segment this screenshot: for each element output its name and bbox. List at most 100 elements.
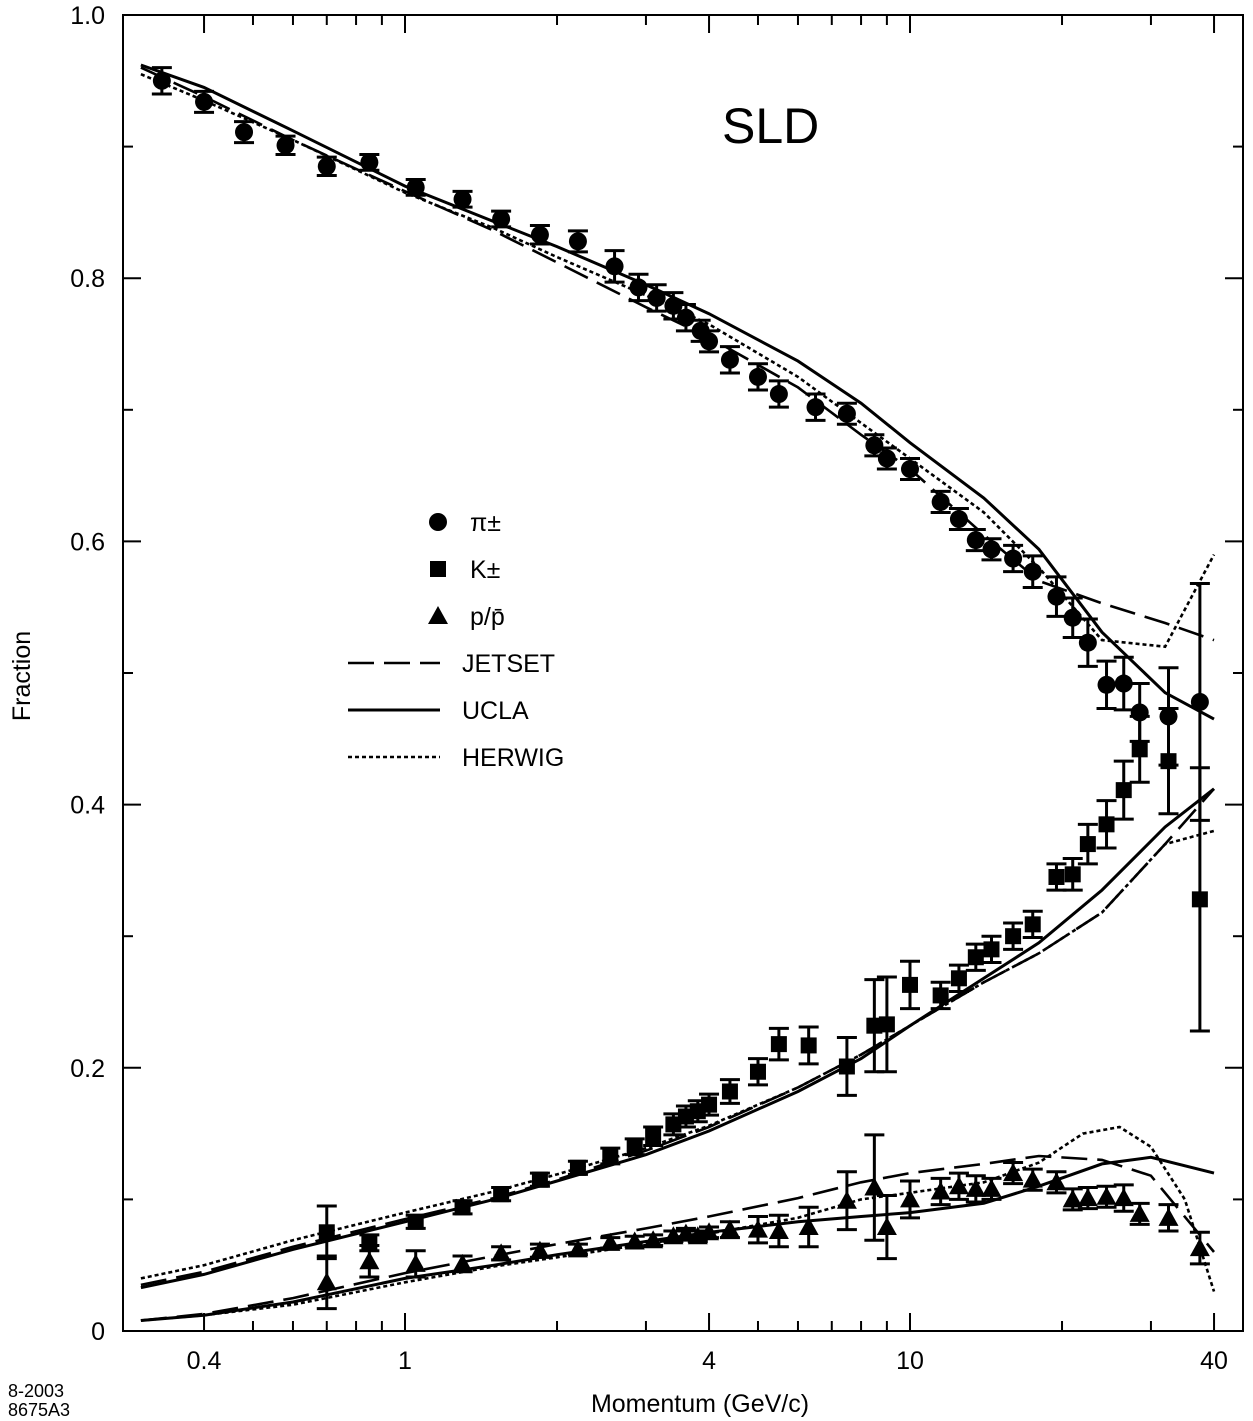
data-point-kaon <box>878 1016 895 1033</box>
data-point-pion <box>966 531 985 550</box>
data-point-proton <box>1158 1207 1179 1226</box>
curve-solid <box>140 63 1215 721</box>
data-point-proton <box>529 1240 550 1259</box>
data-point-proton <box>405 1253 426 1272</box>
data-point-pion <box>700 332 719 351</box>
data-point-pion <box>901 460 919 479</box>
data-point-kaon <box>1131 741 1148 758</box>
data-point-proton <box>1189 1238 1210 1257</box>
data-point-kaon <box>1005 928 1022 945</box>
legend-label: π± <box>470 509 501 537</box>
data-point-proton <box>747 1219 768 1238</box>
axes: 0 0.2 0.4 0.6 0.8 1.0 0.4 1 4 10 40 <box>70 2 1244 1375</box>
data-point-proton <box>452 1253 473 1272</box>
data-point-proton <box>699 1222 720 1241</box>
data-point-pion <box>647 288 666 307</box>
y-tick-label: 0.4 <box>70 792 105 820</box>
data-point-pion <box>806 398 825 417</box>
data-point-proton <box>1022 1169 1043 1188</box>
data-point-pion <box>406 178 425 197</box>
data-point-pion <box>317 157 336 176</box>
data-point-kaon <box>967 949 984 966</box>
curve-dashed <box>140 1154 1216 1322</box>
y-tick-label: 0.8 <box>70 265 105 293</box>
curve-solid <box>140 1155 1215 1322</box>
data-point-kaon <box>749 1063 766 1080</box>
data-point-kaon <box>800 1037 817 1054</box>
data-point-kaon <box>493 1186 510 1203</box>
legend-marker <box>430 561 446 577</box>
data-point-pion <box>949 510 968 529</box>
data-point-kaon <box>838 1058 855 1075</box>
data-point-pion <box>720 350 739 369</box>
data-point-proton <box>930 1181 951 1200</box>
curve-dashed <box>140 66 1215 642</box>
data-point-kaon <box>626 1138 643 1155</box>
data-point-proton <box>1077 1188 1098 1207</box>
legend-label: JETSET <box>462 650 555 678</box>
x-axis-title: Momentum (GeV/c) <box>591 1390 809 1418</box>
data-point-proton <box>836 1190 857 1209</box>
model-curves <box>140 63 1216 1322</box>
data-point-pion <box>1190 692 1209 711</box>
data-point-kaon <box>932 987 949 1004</box>
y-axis-title: Fraction <box>8 631 36 721</box>
data-point-pion <box>1004 549 1023 568</box>
data-point-kaon <box>602 1147 619 1164</box>
data-point-kaon <box>1064 866 1081 883</box>
data-point-kaon <box>407 1213 424 1230</box>
data-point-pion <box>568 232 587 251</box>
data-point-proton <box>491 1243 512 1262</box>
data-point-pion <box>195 92 214 111</box>
data-point-kaon <box>569 1159 586 1176</box>
data-point-proton <box>1046 1172 1067 1191</box>
data-point-pion <box>865 436 884 455</box>
x-tick-label: 0.4 <box>187 1347 222 1375</box>
data-point-pion <box>1063 608 1082 627</box>
legend: π± K± p/p̄ JETSET UCLA HERWIG <box>348 509 564 772</box>
y-tick-label: 0.2 <box>70 1055 105 1083</box>
x-tick-label: 40 <box>1200 1347 1228 1375</box>
data-point-pion <box>1097 675 1116 694</box>
data-point-pion <box>453 190 472 209</box>
data-point-pion <box>877 449 896 468</box>
legend-label: HERWIG <box>462 744 564 772</box>
curve-dotted <box>140 73 1216 649</box>
data-point-pion <box>769 385 788 404</box>
data-point-kaon <box>645 1128 662 1145</box>
x-tick-label: 10 <box>896 1347 924 1375</box>
legend-label: UCLA <box>462 697 529 725</box>
data-point-proton <box>359 1251 380 1270</box>
data-point-kaon <box>770 1036 787 1053</box>
data-point-pion <box>605 257 624 276</box>
data-point-kaon <box>902 976 918 993</box>
data-point-pion <box>235 123 254 142</box>
data-point-proton <box>1113 1188 1134 1207</box>
data-point-proton <box>624 1231 645 1250</box>
data-point-pion <box>1114 674 1133 693</box>
data-point-proton <box>864 1177 885 1196</box>
data-point-pion <box>664 296 683 315</box>
data-point-proton <box>316 1272 337 1291</box>
data-point-pion <box>152 71 171 90</box>
data-point-proton <box>643 1230 664 1249</box>
data-point-pion <box>492 209 511 228</box>
data-point-kaon <box>454 1199 471 1216</box>
data-point-kaon <box>1098 816 1115 833</box>
data-point-proton <box>948 1176 969 1195</box>
y-tick-label: 0.6 <box>70 528 105 556</box>
data-point-kaon <box>950 970 967 987</box>
data-point-kaon <box>866 1017 883 1034</box>
x-tick-label: 4 <box>702 1347 716 1375</box>
legend-label: p/p̄ <box>470 603 505 631</box>
data-point-kaon <box>318 1224 335 1241</box>
plot-title: SLD <box>722 98 819 154</box>
data-point-pion <box>1047 587 1066 606</box>
data-point-kaon <box>531 1171 548 1188</box>
data-point-proton <box>768 1220 789 1239</box>
data-point-proton <box>965 1178 986 1197</box>
y-tick-label: 0 <box>91 1318 105 1346</box>
data-point-pion <box>931 492 950 511</box>
data-point-pion <box>629 278 648 297</box>
